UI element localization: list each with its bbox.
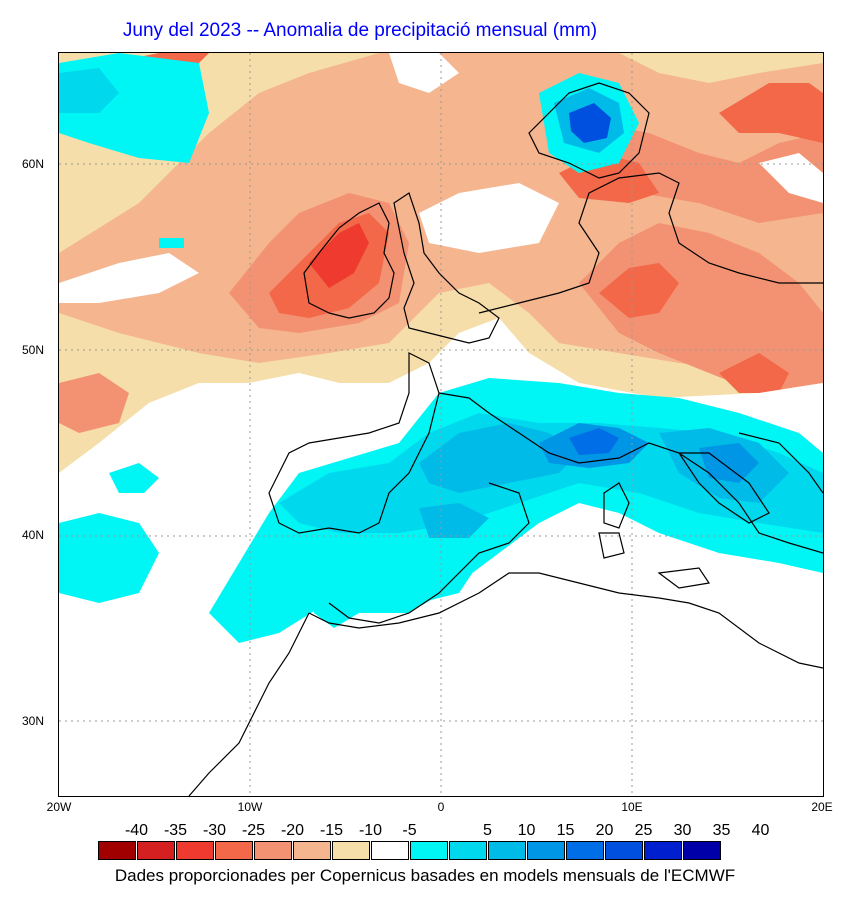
colorbar-label: -20 [280,822,305,839]
colorbar-swatch [176,841,214,860]
colorbar-label: -10 [358,822,383,839]
lon-label-10w: 10W [237,800,263,814]
lat-label-30n: 30N [22,714,45,728]
colorbar-label: -5 [402,822,417,839]
colorbar-label: 40 [751,822,770,839]
lon-label-20w: 20W [46,800,72,814]
colorbar-swatch [137,841,175,860]
wet-anomaly-areas [59,53,823,643]
lon-label-10e: 10E [621,800,643,814]
colorbar-swatch [254,841,292,860]
colorbar-swatch [683,841,721,860]
colorbar-swatch [332,841,370,860]
colorbar-label: 35 [712,822,731,839]
coastlines [188,82,823,796]
colorbar-label: 15 [556,822,575,839]
anomaly-map [58,52,824,797]
graticule [59,53,823,796]
lat-label-60n: 60N [22,157,45,171]
colorbar-label: 10 [517,822,536,839]
colorbar-label: -30 [202,822,227,839]
colorbar-label: -15 [319,822,344,839]
colorbar-label: -35 [163,822,188,839]
colorbar-swatch [215,841,253,860]
colorbar-swatch [293,841,331,860]
colorbar-swatch [410,841,448,860]
colorbar-swatch [488,841,526,860]
colorbar-swatch [98,841,136,860]
colorbar-swatch [371,841,409,860]
map-canvas [59,53,823,796]
colorbar-swatch [527,841,565,860]
colorbar-label: 30 [673,822,692,839]
colorbar-swatch [449,841,487,860]
colorbar-label: -40 [124,822,149,839]
colorbar-label: 5 [483,822,492,839]
lon-label-0: 0 [437,800,445,814]
map-title: Juny del 2023 -- Anomalia de precipitaci… [122,20,598,41]
colorbar-swatch [566,841,604,860]
colorbar-label: 25 [634,822,653,839]
lat-label-40n: 40N [22,528,45,542]
colorbar [98,841,722,860]
lat-label-50n: 50N [22,343,45,357]
colorbar-label: 20 [595,822,614,839]
colorbar-swatch [605,841,643,860]
colorbar-label: -25 [241,822,266,839]
colorbar-swatch [644,841,682,860]
lon-label-20e: 20E [811,800,833,814]
data-credit: Dades proporcionades per Copernicus basa… [114,866,736,885]
